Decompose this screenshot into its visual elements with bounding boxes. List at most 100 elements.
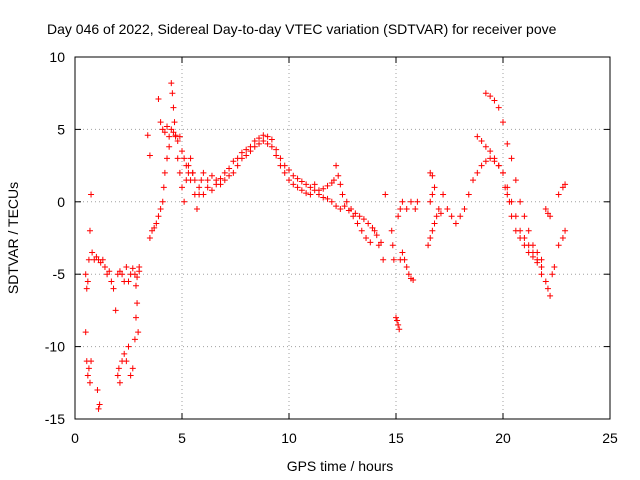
data-point-marker [521,213,528,220]
data-point-marker [273,152,280,159]
data-point-marker [343,198,350,205]
plot-frame [74,56,611,420]
x-tick-label: 0 [71,430,79,446]
data-point-marker [171,119,178,126]
data-point-marker [320,185,327,192]
data-point-marker [166,143,173,150]
data-point-marker [547,292,554,299]
data-point-marker [221,169,228,176]
data-point-marker [320,194,327,201]
data-point-marker [333,162,340,169]
data-point-marker [200,169,207,176]
data-point-marker [500,169,506,176]
data-point-marker [256,135,263,142]
data-point-marker [525,227,532,234]
data-point-marker [89,249,96,256]
x-tick-label: 20 [495,430,511,446]
data-point-marker [337,206,344,213]
data-point-marker [84,372,91,379]
data-point-marker [213,177,220,184]
data-point-marker [337,181,344,188]
data-point-marker [410,276,417,283]
x-tick-label: 5 [178,430,186,446]
data-point-marker [517,198,524,205]
data-point-marker [549,271,556,278]
data-point-marker [101,263,108,270]
data-point-marker [534,249,541,256]
data-point-marker [176,169,183,176]
data-points [82,80,569,412]
data-point-marker [508,155,515,162]
data-point-marker [452,220,459,227]
data-point-marker [335,172,342,179]
grid-lines [75,57,610,419]
y-tick-label: 5 [57,121,65,137]
chart-title: Day 046 of 2022, Sidereal Day-to-day VTE… [47,21,557,37]
data-point-marker [405,271,412,278]
series-track-g [474,90,545,278]
data-point-marker [298,187,305,194]
data-point-marker [538,271,545,278]
data-point-marker [521,235,528,241]
data-point-marker [226,165,233,172]
data-point-marker [429,227,436,234]
data-point-marker [164,155,171,162]
data-point-marker [373,232,380,239]
data-point-marker [174,137,181,144]
data-point-marker [470,177,477,184]
data-point-marker [174,155,181,162]
data-point-marker [157,206,164,213]
data-point-marker [538,256,545,263]
series-track-a [82,191,143,314]
series-track-b [82,263,143,412]
x-tick-label: 25 [602,430,618,446]
data-point-marker [268,143,275,150]
data-point-marker [538,263,545,270]
data-point-marker [238,155,245,162]
data-point-marker [161,129,168,136]
data-point-marker [217,175,224,182]
data-point-marker [487,93,494,100]
data-point-marker [356,213,363,220]
data-point-marker [307,184,314,191]
data-point-marker [324,195,331,202]
data-point-marker [290,181,297,188]
data-point-marker [542,206,549,213]
y-tick-label: -15 [45,411,65,427]
data-point-marker [382,191,389,198]
data-point-marker [333,203,340,210]
data-point-marker [94,387,101,394]
data-point-marker [96,401,103,408]
data-point-marker [478,162,485,169]
data-point-marker [172,132,179,139]
data-point-marker [189,169,196,176]
y-tick-label: -10 [45,339,65,355]
data-point-marker [399,249,406,256]
data-point-marker [375,242,382,249]
data-point-marker [153,220,160,227]
data-point-marker [132,282,139,289]
data-point-marker [365,220,372,227]
data-point-marker [146,235,153,241]
data-point-marker [151,224,158,231]
data-point-marker [508,198,515,205]
x-tick-label: 15 [388,430,404,446]
data-point-marker [260,132,267,139]
data-point-marker [440,191,447,198]
data-point-marker [555,242,562,249]
data-point-marker [555,191,562,198]
data-point-marker [131,336,138,343]
data-point-marker [86,379,93,386]
data-point-marker [512,213,519,220]
data-point-marker [380,256,387,263]
data-point-marker [84,278,91,285]
data-point-marker [367,239,374,246]
series-track-d [144,95,387,263]
x-tick-label: 10 [281,430,297,446]
data-point-marker [542,278,549,285]
data-point-marker [397,206,404,213]
data-point-marker [290,172,297,179]
data-point-marker [181,155,188,162]
data-point-marker [407,198,414,205]
data-point-marker [403,263,410,270]
